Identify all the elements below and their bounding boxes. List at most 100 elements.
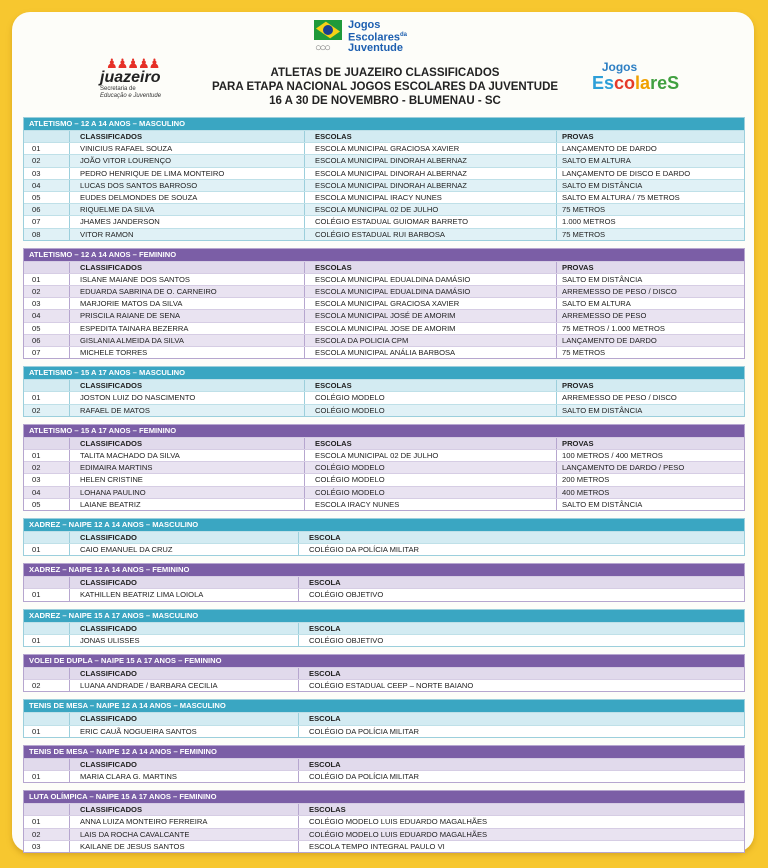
athlete-name: KATHILLEN BEATRIZ LIMA LOIOLA [69,589,298,601]
school-name-header: ESCOLAS [304,261,556,273]
athlete-name: CAIO EMANUEL DA CRUZ [69,544,298,556]
event-name: SALTO EM ALTURA [556,298,744,310]
school-name: COLÉGIO DA POLÍCIA MILITAR [298,725,744,737]
title-line-3: 16 A 30 DE NOVEMBRO - BLUMENAU - SC [269,95,501,107]
athlete-name: GISLANIA ALMEIDA DA SILVA [69,334,304,346]
row-number: 07 [32,348,41,357]
athlete-name: HELEN CRISTINE [69,474,304,486]
row-number: 05 [32,323,41,333]
athlete-name: ISLANE MAIANE DOS SANTOS [69,273,304,286]
school-name-header: ESCOLAS [304,131,556,143]
school-name-header: ESCOLA [298,622,744,634]
table-row: 08 VITOR RAMON COLÉGIO ESTADUAL RUI BARBOS… [24,227,744,240]
school-name: ESCOLA MUNICIPAL JOSÉ DE AMORIM [304,310,556,322]
athlete-name-header: CLASSIFICADO [69,668,298,680]
event-name: SALTO EM ALTURA / 75 METROS [556,191,744,204]
table-title: ATLETISMO – 15 A 17 ANOS – FEMININO [24,424,744,437]
row-number-header [24,380,69,391]
table-row: 01 CAIO EMANUEL DA CRUZ COLÉGIO DA POLÍCIA… [24,543,744,556]
athlete-name: EDUARDA SABRINA DE O. CARNEIRO [69,286,304,298]
table-row: 07 MICHELE TORRES ESCOLA MUNICIPAL ANÁLIA … [24,346,744,359]
column-header-row: CLASSIFICADO ESCOLA [24,667,744,680]
athlete-name-header: CLASSIFICADOS [69,131,304,143]
athlete-name: JOSTON LUIZ DO NASCIMENTO [69,392,304,404]
athlete-name: MICHELE TORRES [69,347,304,359]
row-number: 01 [32,450,41,460]
school-name: ESCOLA DA POLICIA CPM [304,334,556,346]
athlete-name: RAFAEL DE MATOS [69,404,304,416]
school-name: ESCOLA MUNICIPAL 02 DE JULHO [304,449,556,462]
school-name: ESCOLA MUNICIPAL DINORAH ALBERNAZ [304,167,556,179]
event-name: SALTO EM DISTÂNCIA [556,498,744,510]
school-name: ESCOLA MUNICIPAL JOSE DE AMORIM [304,322,556,334]
row-number: 02 [32,156,41,166]
school-name: COLÉGIO ESTADUAL CEEP – NORTE BAIANO [298,680,744,692]
athlete-name-header: CLASSIFICADOS [69,437,304,449]
athlete-name: VITOR RAMON [69,228,304,240]
athlete-name-header: CLASSIFICADOS [69,804,298,816]
athlete-name: LOHANA PAULINO [69,486,304,498]
table-row: 04 PRISCILA RAIANE DE SENA ESCOLA MUNICIPA… [24,309,744,322]
table-title: LUTA OLÍMPICA – NAIPE 15 A 17 ANOS – FEM… [24,791,744,804]
row-number: 01 [32,817,41,827]
row-number-header [24,623,69,634]
row-number-header [24,532,69,543]
school-name: ESCOLA MUNICIPAL ANÁLIA BARBOSA [304,347,556,359]
title-line-1: ATLETAS DE JUAZEIRO CLASSIFICADOS [270,67,500,79]
table-row: 03 PEDRO HENRIQUE DE LIMA MONTEIRO ESCOLA … [24,166,744,179]
row-number-header [24,131,69,142]
school-name: COLÉGIO OBJETIVO [298,634,744,646]
table-row: 05 EUDES DELMONDES DE SOUZA ESCOLA MUNICIP… [24,190,744,204]
table-title: ATLETISMO – 12 A 14 ANOS – FEMININO [24,248,744,261]
results-table: ATLETISMO – 12 A 14 ANOS – FEMININO CLASS… [23,247,745,360]
results-table: TENIS DE MESA – NAIPE 12 A 14 ANOS – FEM… [23,744,745,784]
jogos-escolares-juventude-logo: ○○○ Jogos Escolaresda Juventude [314,19,407,54]
column-header-row: CLASSIFICADOS ESCOLAS PROVAS [24,379,744,392]
event-name: SALTO EM DISTÂNCIA [556,179,744,191]
school-name: ESCOLA MUNICIPAL IRACY NUNES [304,191,556,204]
school-name-header: ESCOLAS [304,437,556,449]
athlete-name: ERIC CAUÃ NOGUEIRA SANTOS [69,725,298,737]
row-number: 05 [32,192,41,202]
results-table: LUTA OLÍMPICA – NAIPE 15 A 17 ANOS – FEM… [23,790,745,853]
school-name: COLÉGIO MODELO LUIS EDUARDO MAGALHÃES [298,816,744,828]
table-row: 06 RIQUELME DA SILVA ESCOLA MUNICIPAL 02 D… [24,203,744,216]
results-table: XADREZ – NAIPE 15 A 17 ANOS – MASCULINO C… [23,608,745,647]
row-number-header [24,438,69,449]
event-name: ARREMESSO DE PESO [556,310,744,322]
row-number-header [24,759,69,770]
athlete-name: RIQUELME DA SILVA [69,204,304,216]
table-row: 02 EDUARDA SABRINA DE O. CARNEIRO ESCOLA M… [24,285,744,298]
school-name-header: ESCOLA [298,713,744,725]
row-number: 01 [32,545,41,555]
row-number: 07 [32,217,41,227]
table-title: ATLETISMO – 12 A 14 ANOS – MASCULINO [24,118,744,130]
event-name: 75 METROS [556,204,744,216]
athlete-name: ANNA LUIZA MONTEIRO FERREIRA [69,816,298,828]
brazil-flag-icon [314,20,342,40]
event-name: 200 METROS [556,474,744,486]
school-name: ESCOLA MUNICIPAL GRACIOSA XAVIER [304,143,556,155]
athlete-name-header: CLASSIFICADOS [69,380,304,392]
school-name-header: ESCOLAS [298,804,744,816]
event-name: SALTO EM ALTURA [556,155,744,167]
athlete-name: LAIANE BEATRIZ [69,498,304,510]
row-number: 01 [32,635,41,645]
athlete-name: LUANA ANDRADE / BARBARA CECILIA [69,680,298,692]
school-name: ESCOLA IRACY NUNES [304,498,556,510]
school-name: COLÉGIO DA POLÍCIA MILITAR [298,770,744,783]
row-number: 02 [32,287,41,297]
event-name: 400 METROS [556,486,744,498]
results-table: ATLETISMO – 12 A 14 ANOS – MASCULINO CLAS… [23,117,745,241]
athlete-name: PRISCILA RAIANE DE SENA [69,310,304,322]
athlete-name: ESPEDITA TAINARA BEZERRA [69,322,304,334]
athlete-name: VINICIUS RAFAEL SOUZA [69,143,304,155]
table-title: XADREZ – NAIPE 12 A 14 ANOS – FEMININO [24,564,744,577]
athlete-name-header: CLASSIFICADO [69,577,298,589]
table-row: 01 KATHILLEN BEATRIZ LIMA LOIOLA COLÉGIO O… [24,588,744,601]
event-name-header: PROVAS [556,261,744,273]
table-row: 05 LAIANE BEATRIZ ESCOLA IRACY NUNES SALTO … [24,497,744,510]
row-number: 04 [32,311,41,321]
event-name-header: PROVAS [556,437,744,449]
table-row: 04 LUCAS DOS SANTOS BARROSO ESCOLA MUNICIP… [24,178,744,191]
